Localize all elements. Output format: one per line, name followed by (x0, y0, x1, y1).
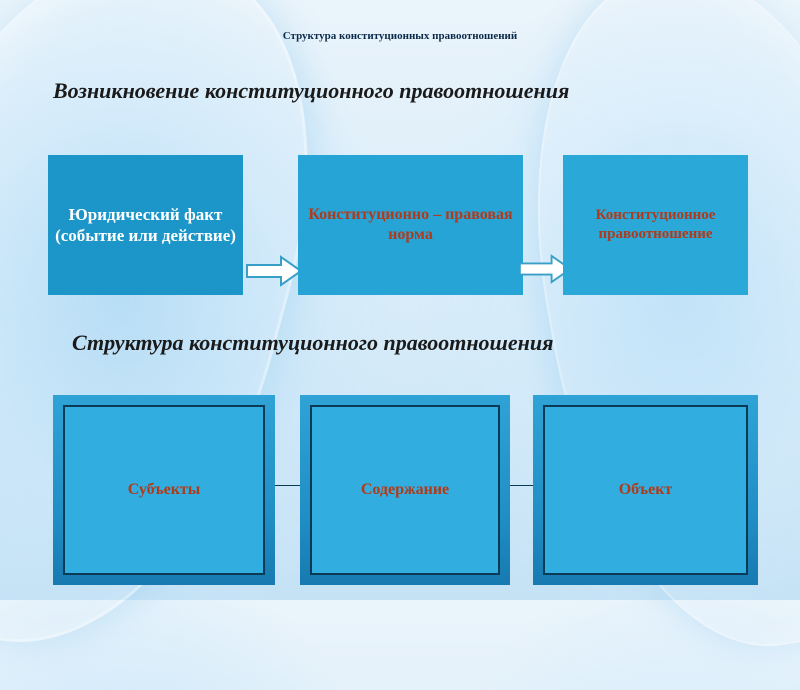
box-subjects-outer: Субъекты (53, 395, 275, 585)
box-object: Объект (543, 405, 748, 575)
section1-heading: Возникновение конституционного правоотно… (53, 78, 569, 104)
box-content: Содержание (310, 405, 500, 575)
section1-row: Юридический факт (событие или действие) … (48, 155, 748, 295)
arrow-right-icon (245, 253, 305, 289)
slide-content: Структура конституционных правоотношений… (0, 0, 800, 600)
box-content-outer: Содержание (300, 395, 510, 585)
box-legal-relation: Конституционное правоотношение (563, 155, 748, 295)
box-legal-fact: Юридический факт (событие или действие) (48, 155, 243, 295)
slide-title: Структура конституционных правоотношений (0, 30, 800, 42)
connector-1 (275, 485, 300, 486)
section2-heading: Структура конституционного правоотношени… (72, 330, 553, 356)
arrow-1 (245, 253, 305, 294)
box-legal-norm: Конституционно – правовая норма (298, 155, 523, 295)
connector-2 (510, 485, 533, 486)
box-subjects: Субъекты (63, 405, 265, 575)
box-object-outer: Объект (533, 395, 758, 585)
section2-row: Субъекты Содержание Объект (53, 395, 763, 590)
